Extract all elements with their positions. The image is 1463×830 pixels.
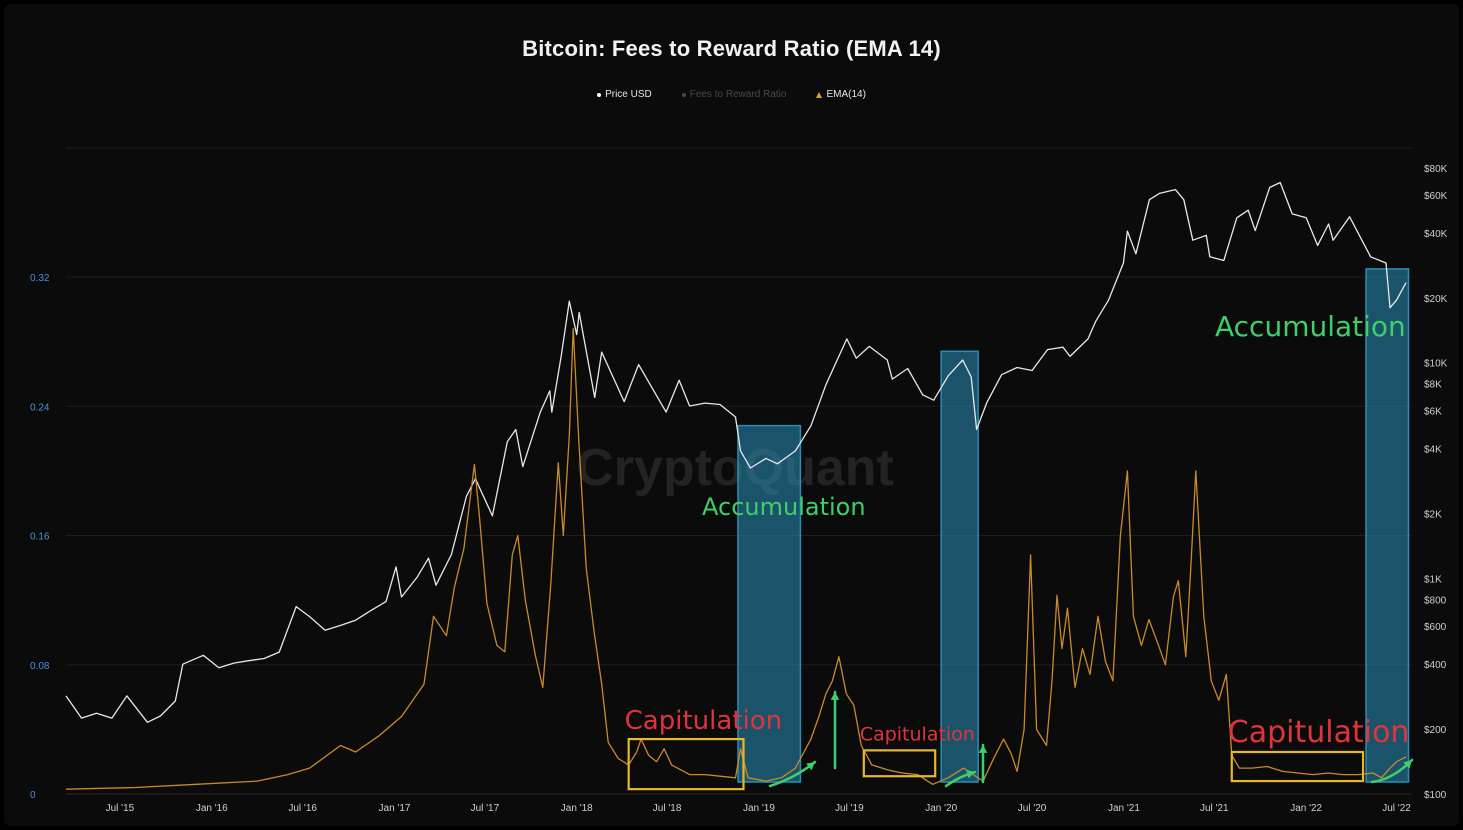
x-tick-label: Jan '16 <box>196 803 228 814</box>
y-left-tick-label: 0 <box>30 790 36 801</box>
y-right-tick-label: $80K <box>1424 164 1448 175</box>
legend-dot-icon <box>597 92 602 97</box>
chart-title: Bitcoin: Fees to Reward Ratio (EMA 14) <box>522 36 941 61</box>
y-right-tick-label: $100 <box>1424 790 1447 801</box>
x-tick-label: Jul '20 <box>1018 803 1047 814</box>
accumulation-label: Accumulation <box>702 493 866 521</box>
y-right-tick-label: $2K <box>1424 509 1442 520</box>
legend-label: Price USD <box>605 89 652 100</box>
y-right-tick-label: $60K <box>1424 191 1448 202</box>
arrowhead-icon <box>978 745 988 753</box>
grid-lines <box>66 147 1412 795</box>
capitulation-label: Capitulation <box>625 706 782 736</box>
accumulation-band <box>737 424 802 783</box>
y-right-tick-label: $200 <box>1424 725 1447 736</box>
accumulation-band <box>1365 268 1410 783</box>
capitulation-label: Capitulation <box>1228 715 1410 750</box>
y-right-tick-label: $800 <box>1424 595 1447 606</box>
axes: 0 0.08 0.16 0.24 0.32 $100 $200 $400 $600 $800 $1K… <box>30 164 1448 814</box>
y-right-tick-label: $20K <box>1424 294 1448 305</box>
recovery-arrows <box>768 690 1414 788</box>
arrowhead-icon <box>966 769 975 779</box>
x-tick-label: Jan '20 <box>925 803 957 814</box>
watermark-text: CryptoQuant <box>576 439 894 497</box>
accumulation-band <box>940 350 979 783</box>
legend-label: EMA(14) <box>826 89 866 100</box>
arrowhead-icon <box>830 692 840 700</box>
y-right-tick-label: $40K <box>1424 229 1448 240</box>
y-right-tick-label: $1K <box>1424 574 1442 585</box>
x-tick-label: Jan '18 <box>561 803 593 814</box>
x-tick-label: Jul '17 <box>471 803 500 814</box>
legend-triangle-icon <box>816 91 823 98</box>
x-tick-label: Jan '17 <box>379 803 411 814</box>
legend-item-ema[interactable]: EMA(14) <box>816 89 866 100</box>
x-tick-label: Jul '21 <box>1200 803 1229 814</box>
capitulation-box <box>1230 750 1365 783</box>
y-left-tick-label: 0.16 <box>30 532 50 543</box>
x-tick-label: Jul '15 <box>106 803 135 814</box>
legend-label: Fees to Reward Ratio <box>689 89 787 100</box>
arrowhead-icon <box>806 762 815 771</box>
x-tick-label: Jul '18 <box>653 803 682 814</box>
x-tick-label: Jan '22 <box>1290 803 1322 814</box>
y-right-tick-label: $8K <box>1424 380 1442 391</box>
price-series-line <box>65 181 1407 723</box>
y-left-tick-label: 0.08 <box>30 661 50 672</box>
y-right-tick-label: $6K <box>1424 407 1442 418</box>
accumulation-label: Accumulation <box>1215 310 1406 343</box>
capitulation-boxes <box>627 737 1365 791</box>
legend-dot-icon <box>681 92 686 97</box>
y-left-tick-label: 0.32 <box>30 273 50 284</box>
x-tick-label: Jul '16 <box>288 803 317 814</box>
y-right-tick-label: $10K <box>1424 359 1448 370</box>
x-tick-label: Jul '19 <box>835 803 864 814</box>
y-right-tick-label: $4K <box>1424 445 1442 456</box>
ema-series-line <box>65 328 1407 790</box>
y-left-tick-label: 0.24 <box>30 402 50 413</box>
legend-item-fees-ratio[interactable]: Fees to Reward Ratio <box>681 89 787 100</box>
chart-legend: Price USD Fees to Reward Ratio EMA(14) <box>0 89 1463 100</box>
y-right-tick-label: $600 <box>1424 622 1447 633</box>
x-tick-label: Jan '19 <box>743 803 775 814</box>
watermark: CryptoQuant <box>576 439 894 497</box>
x-tick-label: Jul '22 <box>1382 803 1411 814</box>
arrowhead-icon <box>1403 760 1412 769</box>
legend-item-price[interactable]: Price USD <box>597 89 652 100</box>
capitulation-box <box>627 737 745 791</box>
y-right-tick-label: $400 <box>1424 660 1447 671</box>
x-tick-label: Jan '21 <box>1108 803 1140 814</box>
capitulation-box <box>862 749 937 778</box>
chart-panel <box>4 4 1459 826</box>
accumulation-bands <box>737 268 1410 783</box>
series-lines <box>65 181 1407 790</box>
annotation-labels: Capitulation Capitulation Capitulation Accu… <box>625 310 1410 750</box>
capitulation-label: Capitulation <box>860 723 975 745</box>
